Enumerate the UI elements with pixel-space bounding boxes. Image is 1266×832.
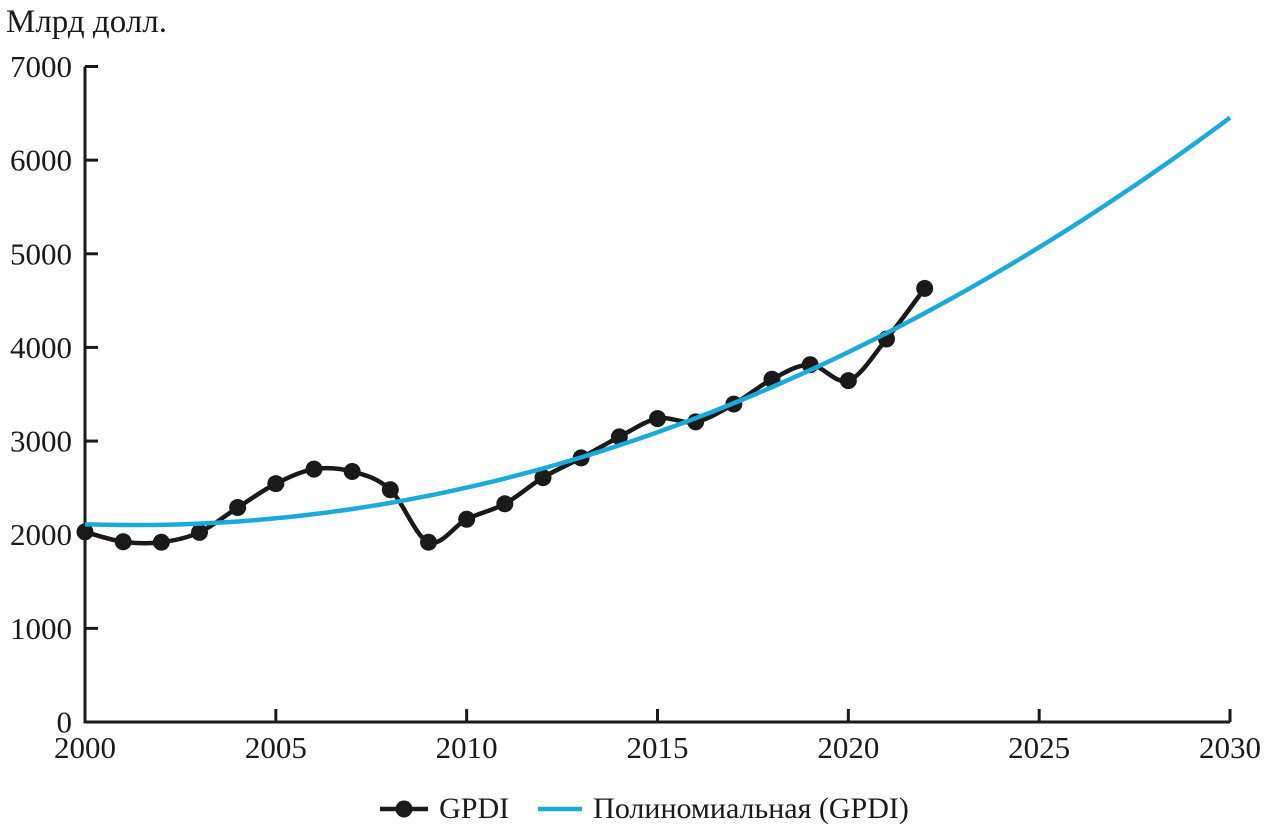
gpdi-point [534,469,552,487]
gpdi-marker-icon [380,800,429,818]
legend-item-gpdi: GPDI [379,792,509,826]
svg-text:2005: 2005 [245,730,307,765]
gpdi-point [420,533,437,551]
gpdi-point [839,372,857,390]
gpdi-point [610,428,628,446]
svg-text:2000: 2000 [54,730,116,765]
svg-text:7000: 7000 [10,49,72,84]
legend-label-trendline: Полиномиальная (GPDI) [593,792,909,825]
chart-canvas: 0 1000 2000 3000 4000 5000 6000 7000 2000 2005 201… [10,49,1261,765]
svg-text:5000: 5000 [10,236,72,271]
gpdi-point [267,475,285,493]
legend-item-trendline: Полиномиальная (GPDI) [537,792,909,826]
svg-text:3000: 3000 [10,424,72,459]
svg-text:0: 0 [57,705,73,740]
gpdi-point [229,499,247,517]
svg-text:2025: 2025 [1008,730,1070,765]
svg-text:2010: 2010 [436,730,498,765]
y-axis-title: Млрд долл. [6,4,167,40]
gpdi-point [343,463,361,481]
gpdi-point [114,533,132,551]
legend-label-gpdi: GPDI [439,792,510,825]
gpdi-point [152,533,170,551]
trendline-icon [538,806,583,812]
svg-text:1000: 1000 [10,611,72,646]
legend: GPDI Полиномиальная (GPDI) [0,792,1266,826]
gpdi-point [381,481,399,499]
gpdi-point [458,510,476,528]
gpdi-point [649,410,666,428]
svg-text:2000: 2000 [10,517,72,552]
svg-text:6000: 6000 [10,143,72,178]
gpdi-point [916,279,934,297]
svg-text:2015: 2015 [627,730,689,765]
trendline [84,115,1232,528]
gpdi-point [496,495,514,513]
gpdi-point [191,523,208,541]
svg-text:2030: 2030 [1199,730,1261,765]
svg-text:4000: 4000 [10,330,72,365]
gpdi-point [305,460,323,478]
svg-text:2020: 2020 [817,730,879,765]
gpdi-point [76,523,94,541]
